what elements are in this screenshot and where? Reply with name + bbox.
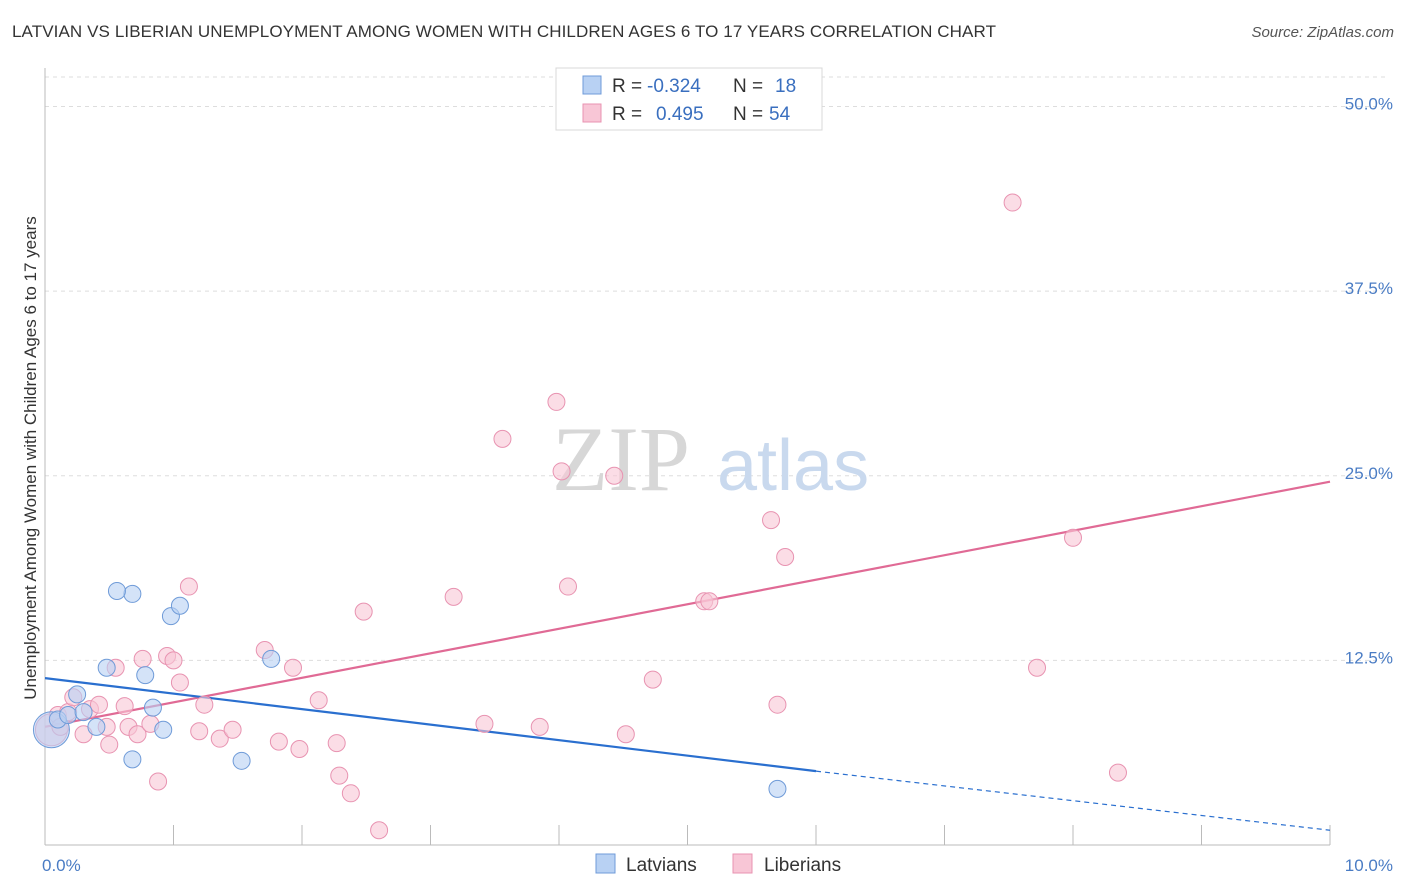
y-tick-labels: 12.5% 25.0% 37.5% 50.0%	[1345, 95, 1393, 668]
y-tick-label-3: 50.0%	[1345, 95, 1393, 114]
liberians-point	[115, 697, 134, 716]
liberians-point	[370, 821, 389, 840]
liberians-point	[341, 784, 360, 803]
gridlines	[45, 76, 1388, 661]
liberians-point	[547, 392, 566, 411]
source-label: Source: ZipAtlas.com	[1251, 24, 1394, 41]
latvians-point	[170, 596, 189, 615]
latvians-point	[143, 698, 162, 717]
series-legend: Latvians Liberians	[595, 853, 841, 876]
legend-latvian-n-label: N =	[733, 76, 763, 97]
bottom-legend-latvian-swatch	[595, 853, 616, 874]
liberians-point	[309, 691, 328, 710]
legend-liberian-r-label: R =	[612, 104, 642, 125]
latvians-point	[74, 703, 93, 722]
liberians-point	[552, 462, 571, 481]
liberians-point	[210, 729, 229, 748]
liberians-point	[133, 649, 152, 668]
watermark-zip: ZIP	[552, 408, 690, 510]
latvians-point	[123, 750, 142, 769]
liberians-point	[128, 725, 147, 744]
x-tick-label-0: 0.0%	[42, 856, 81, 875]
watermark-atlas: atlas	[717, 426, 869, 506]
liberians-point	[223, 720, 242, 739]
legend-latvian-r-value: -0.324	[647, 76, 701, 97]
latvians-trend-extension	[815, 770, 1331, 831]
legend-liberian-swatch	[582, 103, 602, 123]
bottom-legend-liberians: Liberians	[764, 855, 841, 876]
legend-liberian-n-value: 54	[769, 104, 791, 125]
liberians-point	[558, 577, 577, 596]
liberians-point	[475, 714, 494, 733]
liberians-point	[190, 722, 209, 741]
chart-title: LATVIAN VS LIBERIAN UNEMPLOYMENT AMONG W…	[12, 22, 997, 41]
liberians-point	[100, 735, 119, 754]
legend-latvian-r-label: R =	[612, 76, 642, 97]
trend-lines	[44, 480, 1331, 831]
legend-latvian-swatch	[582, 75, 602, 95]
latvians-point	[97, 658, 116, 677]
liberians-point	[1108, 763, 1127, 782]
bottom-legend-latvians: Latvians	[626, 855, 697, 876]
liberians-point	[327, 734, 346, 753]
liberians-point	[170, 673, 189, 692]
liberians-point	[1028, 658, 1047, 677]
liberians-trend-line	[44, 480, 1331, 728]
y-axis-label: Unemployment Among Women with Children A…	[21, 216, 40, 700]
latvians-point	[59, 706, 78, 725]
liberians-point	[768, 695, 787, 714]
liberians-point	[776, 548, 795, 566]
liberians-point	[284, 658, 303, 677]
legend-latvian-n-value: 18	[775, 76, 796, 97]
liberians-point	[330, 766, 349, 785]
y-tick-label-1: 25.0%	[1345, 464, 1393, 483]
bottom-legend-liberian-swatch	[732, 853, 753, 874]
liberians-point	[179, 577, 198, 596]
liberians-point	[762, 511, 781, 530]
liberians-point	[1064, 528, 1082, 547]
liberians-point	[354, 602, 373, 621]
liberians-point	[605, 466, 624, 485]
latvians-point	[154, 720, 173, 739]
correlation-legend: R = -0.324 N = 18 R = 0.495 N = 54	[555, 67, 823, 131]
latvians-point	[136, 666, 155, 685]
legend-liberian-n-label: N =	[733, 104, 763, 125]
latvians-point	[232, 751, 251, 770]
y-tick-label-2: 37.5%	[1345, 279, 1393, 298]
x-tick-labels: 0.0% 10.0%	[42, 856, 1393, 875]
latvians-point	[107, 581, 126, 600]
liberians-point	[493, 429, 512, 448]
latvians-point	[768, 779, 787, 798]
liberians-point	[149, 772, 168, 791]
liberians-point	[269, 732, 288, 751]
liberians-point	[616, 725, 635, 744]
liberians-point	[530, 717, 549, 736]
liberians-point	[1003, 193, 1022, 212]
liberians-point	[89, 695, 108, 714]
liberians-point	[164, 651, 183, 670]
latvians-points	[32, 581, 787, 798]
liberians-point	[444, 587, 463, 606]
liberians-point	[643, 670, 662, 689]
latvians-point	[68, 685, 87, 704]
x-tick-label-1: 10.0%	[1345, 856, 1393, 875]
latvians-point	[262, 649, 281, 668]
liberians-point	[700, 592, 719, 611]
y-tick-label-0: 12.5%	[1345, 648, 1393, 667]
liberians-point	[290, 740, 309, 758]
latvians-trend-line	[44, 677, 817, 773]
liberians-point	[195, 695, 214, 714]
latvians-point	[123, 584, 142, 603]
latvians-point	[87, 717, 106, 736]
legend-liberian-r-value: 0.495	[656, 104, 704, 125]
